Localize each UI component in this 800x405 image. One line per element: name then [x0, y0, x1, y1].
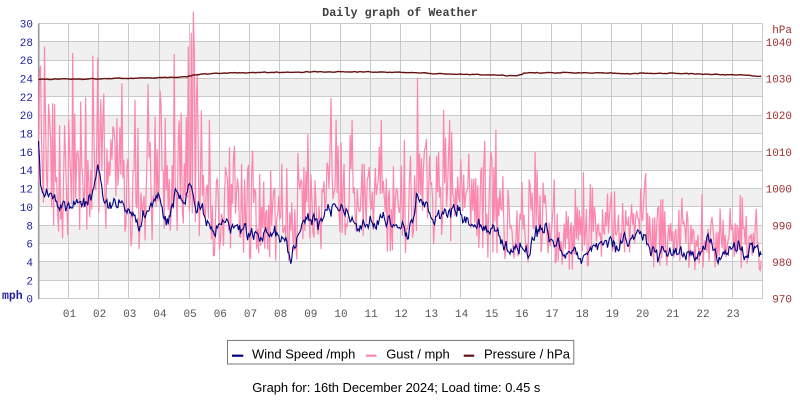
svg-text:980: 980 — [772, 258, 792, 270]
svg-text:Daily graph of Weather: Daily graph of Weather — [322, 6, 478, 20]
svg-text:14: 14 — [20, 166, 34, 178]
svg-text:990: 990 — [772, 221, 792, 233]
svg-text:mph: mph — [2, 290, 23, 303]
svg-text:21: 21 — [666, 309, 680, 321]
svg-text:22: 22 — [696, 309, 709, 321]
svg-text:09: 09 — [304, 309, 317, 321]
svg-text:Graph for: 16th December 2024;: Graph for: 16th December 2024; Load time… — [252, 380, 540, 395]
svg-text:02: 02 — [93, 309, 106, 321]
svg-text:6: 6 — [26, 240, 33, 252]
svg-text:30: 30 — [20, 20, 33, 32]
svg-text:4: 4 — [26, 258, 33, 270]
svg-text:Pressure / hPa: Pressure / hPa — [484, 346, 571, 361]
svg-text:Wind Speed /mph: Wind Speed /mph — [252, 346, 355, 361]
svg-text:22: 22 — [20, 93, 33, 105]
svg-text:1000: 1000 — [766, 185, 792, 197]
svg-text:10: 10 — [334, 309, 347, 321]
svg-text:Gust / mph: Gust / mph — [386, 346, 450, 361]
svg-text:11: 11 — [364, 309, 378, 321]
svg-text:12: 12 — [20, 185, 33, 197]
svg-text:20: 20 — [636, 309, 649, 321]
svg-text:20: 20 — [20, 111, 33, 123]
svg-text:12: 12 — [395, 309, 408, 321]
svg-text:13: 13 — [425, 309, 438, 321]
svg-text:0: 0 — [26, 295, 33, 307]
svg-text:04: 04 — [153, 309, 167, 321]
svg-text:8: 8 — [26, 221, 33, 233]
svg-text:28: 28 — [20, 38, 33, 50]
svg-text:03: 03 — [123, 309, 136, 321]
svg-text:1030: 1030 — [766, 75, 792, 87]
svg-text:10: 10 — [20, 203, 33, 215]
svg-text:07: 07 — [244, 309, 257, 321]
svg-text:1010: 1010 — [766, 148, 792, 160]
svg-text:26: 26 — [20, 56, 33, 68]
svg-text:16: 16 — [20, 148, 33, 160]
svg-text:19: 19 — [606, 309, 619, 321]
svg-text:hPa: hPa — [772, 25, 792, 37]
svg-text:08: 08 — [274, 309, 287, 321]
svg-text:16: 16 — [515, 309, 528, 321]
svg-text:23: 23 — [726, 309, 739, 321]
svg-text:17: 17 — [545, 309, 558, 321]
svg-text:1040: 1040 — [766, 38, 792, 50]
svg-text:15: 15 — [485, 309, 498, 321]
svg-text:24: 24 — [20, 75, 34, 87]
svg-text:18: 18 — [20, 130, 33, 142]
svg-text:06: 06 — [214, 309, 227, 321]
svg-text:14: 14 — [455, 309, 469, 321]
svg-text:18: 18 — [576, 309, 589, 321]
svg-text:05: 05 — [183, 309, 196, 321]
svg-text:01: 01 — [63, 309, 77, 321]
svg-text:2: 2 — [26, 276, 33, 288]
svg-text:970: 970 — [772, 295, 792, 307]
svg-text:1020: 1020 — [766, 111, 792, 123]
